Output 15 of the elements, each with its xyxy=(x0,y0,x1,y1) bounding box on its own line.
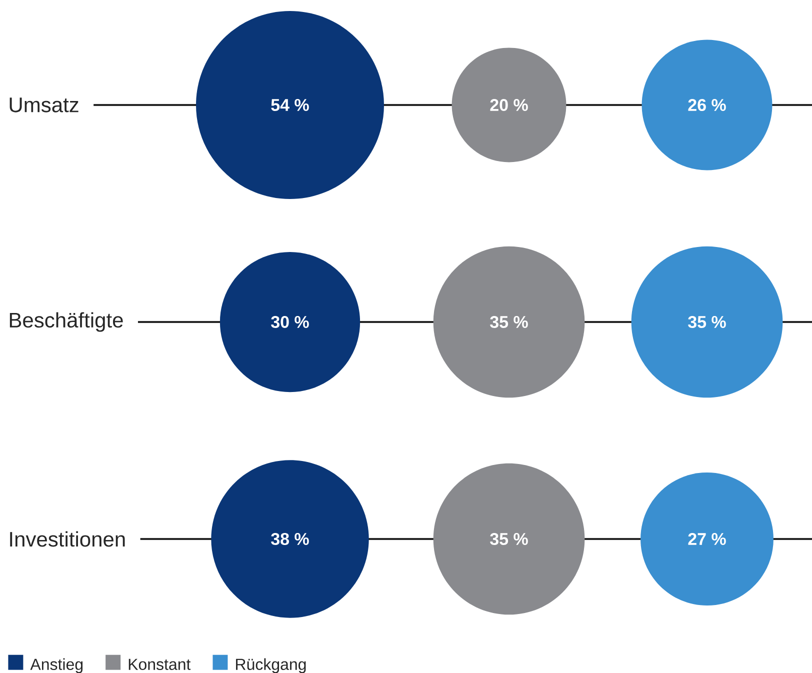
data-label: 38 % xyxy=(271,532,309,546)
legend-label: Rückgang xyxy=(236,658,306,673)
data-label: 27 % xyxy=(688,533,726,545)
category-label: Investitionen xyxy=(10,531,125,547)
data-label: 30 % xyxy=(271,316,309,328)
category-label: Beschäftigte xyxy=(10,312,123,332)
data-label: 26 % xyxy=(688,98,726,112)
data-label: 20 % xyxy=(490,98,528,112)
legend-label: Anstieg xyxy=(30,658,83,673)
data-label: 54 % xyxy=(271,99,309,112)
legend-label: Konstant xyxy=(128,658,191,670)
data-label: 35 % xyxy=(490,532,528,546)
category-label: Umsatz xyxy=(10,98,78,112)
data-label: 35 % xyxy=(688,316,726,328)
data-label: 35 % xyxy=(490,316,528,328)
